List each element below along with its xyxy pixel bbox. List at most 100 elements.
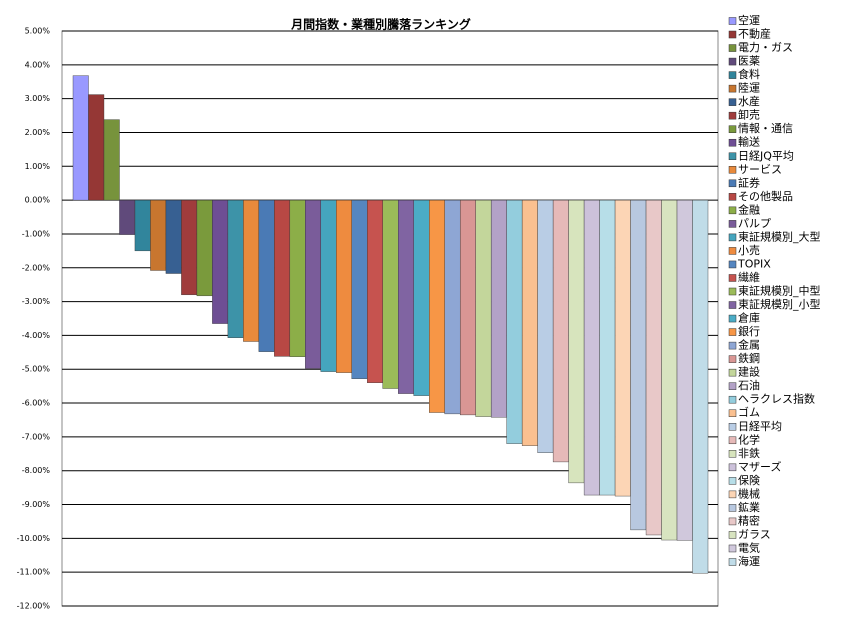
legend-swatch	[728, 179, 737, 188]
legend-swatch	[728, 98, 737, 106]
legend-label: マザーズ	[738, 459, 781, 473]
bar	[274, 199, 291, 357]
legend-label: ヘラクレス指数	[738, 392, 815, 406]
bar	[552, 199, 569, 463]
bar	[382, 199, 399, 389]
legend-label: 空運	[738, 13, 760, 27]
y-tick-label: -5.00%	[22, 365, 51, 374]
legend-swatch	[728, 30, 737, 39]
y-tick-label: -4.00%	[22, 331, 51, 340]
y-tick-label: -6.00%	[22, 399, 51, 408]
bar	[72, 75, 89, 201]
legend-label: パルプ	[738, 217, 771, 230]
y-tick-label: -8.00%	[22, 466, 51, 475]
legend-label: 倉庫	[738, 311, 760, 325]
legend-label: ガラス	[738, 528, 771, 541]
y-tick-label: -12.00%	[17, 602, 51, 611]
legend-swatch	[728, 450, 737, 458]
legend-label: 不動産	[738, 27, 771, 41]
legend-swatch	[728, 382, 737, 390]
legend-swatch	[728, 57, 737, 66]
bar	[459, 199, 476, 416]
bar	[645, 199, 662, 536]
y-tick-label: -7.00%	[22, 432, 51, 441]
bar	[258, 199, 275, 352]
legend-label: 金属	[738, 338, 760, 352]
legend-label: サービス	[738, 163, 782, 176]
legend-label: 電気	[738, 540, 760, 554]
bar	[351, 199, 368, 379]
y-tick-label: -1.00%	[22, 229, 51, 238]
bar	[568, 199, 585, 484]
legend-swatch	[728, 490, 737, 499]
legend-swatch	[728, 220, 737, 228]
legend-label: 鉱業	[738, 500, 760, 514]
bar	[181, 199, 198, 296]
legend-swatch	[728, 287, 737, 296]
bar	[165, 199, 182, 274]
bar	[661, 199, 678, 541]
y-tick-label: 3.00%	[25, 94, 51, 103]
legend-swatch	[728, 166, 737, 174]
legend-swatch	[728, 436, 737, 445]
chart-title: 月間指数・業種別騰落ランキング	[290, 17, 471, 32]
legend-swatch	[728, 355, 737, 363]
bar	[630, 199, 647, 531]
legend-label: 建設	[738, 365, 760, 379]
legend-swatch	[728, 423, 737, 431]
legend-label: 銀行	[738, 324, 760, 338]
legend-label: 化学	[738, 432, 760, 446]
y-tick-label: 1.00%	[25, 162, 51, 171]
bar	[692, 199, 709, 574]
legend-swatch	[728, 504, 737, 512]
legend-swatch	[728, 17, 737, 25]
bar	[490, 199, 507, 418]
y-tick-label: 2.00%	[25, 128, 51, 137]
y-tick-label: 0.00%	[25, 196, 51, 205]
bar	[305, 199, 322, 369]
bar	[537, 199, 554, 453]
legend-swatch	[728, 111, 737, 120]
legend-swatch	[728, 138, 737, 147]
legend-swatch	[728, 558, 737, 566]
legend-label: 石油	[738, 378, 760, 392]
legend-swatch	[728, 517, 737, 526]
legend-swatch	[728, 477, 737, 485]
y-tick-label: 5.00%	[25, 27, 51, 36]
legend-label: 東証規模別_中型	[738, 284, 821, 298]
bar	[119, 199, 136, 235]
bar	[614, 199, 631, 497]
bar	[429, 199, 445, 413]
y-tick-label: -11.00%	[17, 568, 51, 577]
legend-label: 保険	[738, 473, 760, 487]
bar	[88, 94, 105, 201]
legend-label: 医薬	[738, 55, 760, 68]
legend-swatch	[728, 260, 737, 269]
bar	[367, 199, 383, 383]
y-tick-label: 4.00%	[25, 60, 51, 69]
legend-swatch	[728, 274, 737, 282]
y-tick-label: -2.00%	[22, 263, 51, 272]
legend-label: 非鉄	[738, 446, 760, 460]
legend-swatch	[728, 71, 737, 79]
bar	[134, 199, 151, 252]
legend-swatch	[728, 341, 737, 350]
legend-swatch	[728, 44, 737, 52]
legend-swatch	[728, 314, 737, 323]
legend-label: 陸運	[738, 82, 760, 95]
y-tick-label: -10.00%	[17, 534, 51, 543]
y-tick-label: -3.00%	[22, 297, 51, 306]
legend-label: 電力・ガス	[738, 41, 793, 54]
bar	[444, 199, 461, 415]
legend-label: 精密	[738, 513, 760, 527]
legend-swatch	[728, 301, 737, 309]
legend-swatch	[728, 531, 737, 539]
legend-label: 東証規模別_小型	[738, 297, 821, 311]
bar	[196, 199, 213, 297]
legend-swatch	[728, 368, 737, 377]
legend-swatch	[728, 463, 737, 472]
legend-swatch	[728, 395, 737, 404]
legend-swatch	[728, 84, 737, 93]
legend-label: 食料	[738, 67, 760, 81]
